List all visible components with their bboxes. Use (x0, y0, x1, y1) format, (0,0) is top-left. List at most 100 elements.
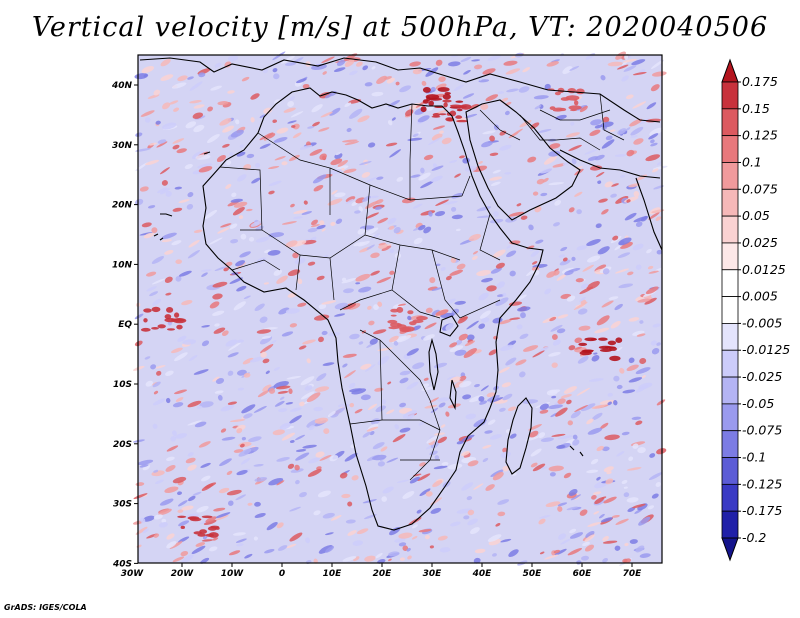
field-cell (575, 88, 585, 95)
field-cell (201, 340, 210, 347)
field-cell (342, 277, 347, 282)
field-cell (528, 423, 542, 431)
field-cell (329, 455, 339, 462)
field-cell (630, 126, 644, 136)
field-cell (342, 363, 348, 368)
lon-label: 20W (171, 569, 195, 579)
country-borders (219, 93, 625, 481)
field-cell (365, 200, 379, 209)
field-cell (598, 513, 605, 519)
field-cell (601, 209, 609, 215)
field-cell (546, 61, 559, 67)
field-cell (212, 281, 228, 288)
field-cell (472, 250, 479, 255)
field-cell (201, 515, 213, 519)
field-cell (532, 261, 538, 265)
field-cell (321, 56, 335, 64)
field-cell (492, 169, 501, 174)
field-cell (532, 350, 545, 358)
field-cell (351, 475, 359, 481)
field-cell (272, 51, 286, 61)
field-cell (236, 339, 244, 343)
field-cell (312, 121, 320, 127)
field-cell (310, 224, 320, 228)
field-cell (450, 257, 457, 264)
field-cell (489, 135, 495, 142)
india-coastline (635, 177, 663, 251)
field-cell (500, 451, 511, 458)
field-cell (527, 156, 537, 163)
field-cell (358, 206, 363, 212)
field-cell (201, 272, 208, 277)
field-cell (329, 107, 341, 116)
field-cell (650, 84, 660, 92)
field-cell (441, 461, 449, 466)
field-cell (133, 365, 145, 371)
field-cell (357, 115, 370, 123)
field-cell (578, 342, 588, 346)
field-cell (222, 125, 235, 133)
field-cell (568, 207, 575, 213)
field-cell (559, 259, 571, 266)
field-cell (144, 117, 151, 123)
field-cell (466, 496, 473, 501)
field-cell (614, 268, 630, 274)
field-cell (174, 312, 180, 318)
field-cell (166, 456, 175, 461)
field-cell (533, 95, 549, 100)
field-cell (550, 412, 558, 418)
lon-label: 10W (221, 569, 245, 579)
field-cell (249, 356, 265, 363)
field-cell (162, 102, 171, 110)
field-cell (348, 382, 356, 389)
field-cell (367, 142, 376, 148)
field-cell (155, 120, 161, 125)
field-cell (463, 348, 477, 358)
colorbar-bin (721, 269, 739, 297)
field-cell (232, 532, 246, 536)
field-cell (319, 153, 327, 160)
field-cell (568, 105, 582, 110)
field-cell (440, 267, 446, 271)
field-cell (157, 187, 168, 194)
field-cell (172, 402, 184, 408)
field-cell (648, 472, 663, 481)
field-cell (165, 464, 176, 472)
field-cell (372, 454, 387, 461)
field-cell (399, 370, 411, 376)
field-cell (482, 130, 496, 135)
field-cell (571, 158, 577, 165)
field-cell (429, 545, 434, 549)
latitude-labels: 40N 30N 20N 10N EQ 10S 20S 30S 40S (111, 81, 133, 569)
field-cell (236, 428, 243, 434)
field-cell (519, 120, 532, 128)
field-cell (395, 229, 404, 235)
field-cell (493, 124, 499, 131)
field-cell (399, 402, 407, 408)
field-cell (496, 281, 505, 289)
field-cell (632, 443, 639, 449)
field-cell (570, 121, 575, 126)
field-cell (263, 107, 273, 114)
field-cell (420, 180, 434, 189)
field-cell (287, 120, 297, 124)
field-cell (635, 367, 651, 375)
field-cell (438, 402, 446, 408)
field-cell (259, 336, 273, 345)
field-cell (338, 403, 351, 408)
field-cell (256, 329, 272, 334)
field-cell (455, 339, 463, 345)
field-cell (352, 540, 364, 546)
field-cell (519, 371, 526, 378)
field-cell (587, 156, 599, 161)
field-cell (656, 249, 663, 255)
field-cell (253, 536, 259, 541)
field-cell (289, 440, 295, 443)
field-cell (290, 468, 304, 473)
field-cell (262, 68, 269, 74)
field-cell (504, 110, 510, 116)
field-cell (189, 100, 202, 104)
field-cell (647, 265, 654, 270)
field-cell (426, 435, 438, 444)
field-cell (602, 446, 610, 452)
